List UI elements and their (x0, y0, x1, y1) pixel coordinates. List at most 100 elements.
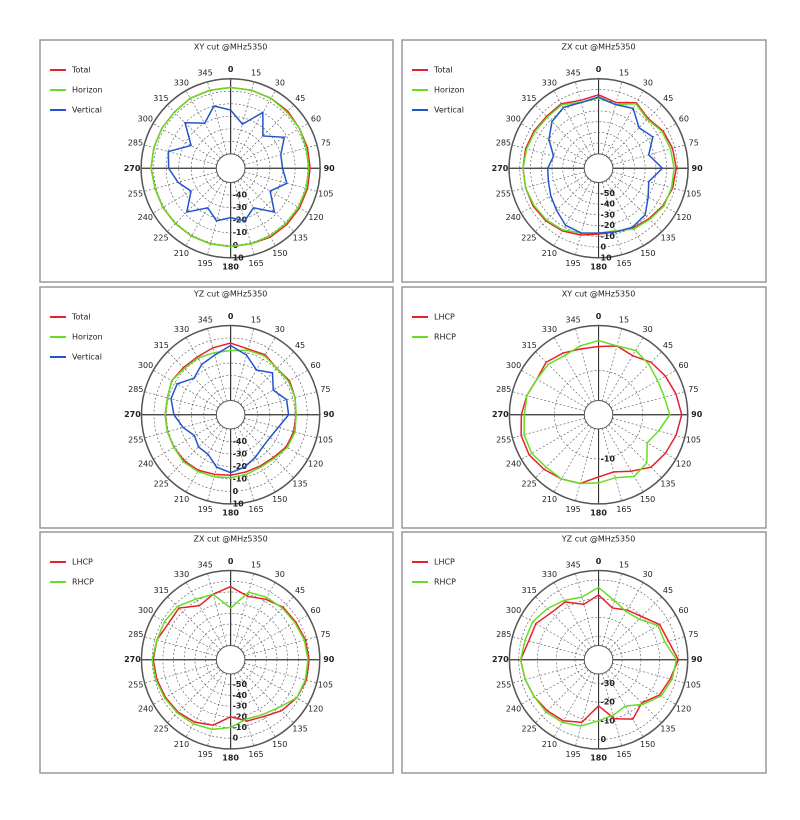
angle-label: 225 (153, 233, 168, 242)
angle-label: 135 (292, 725, 307, 734)
spoke (610, 175, 677, 214)
angle-label: 315 (522, 586, 537, 595)
inner-ring (583, 644, 614, 675)
angle-label: 90 (691, 410, 703, 419)
r-tick-label: -10 (601, 454, 616, 463)
angle-label: 15 (251, 315, 261, 324)
spoke (167, 669, 221, 723)
angle-label: 15 (619, 315, 629, 324)
angle-label: 315 (154, 586, 169, 595)
chart-panel: XY cut @MHz5350 0 15 30 45 60 75 90 105 120 135 150… (401, 286, 767, 529)
r-tick-label: -50 (233, 680, 248, 689)
outer-ring (140, 324, 321, 505)
angle-label: 225 (154, 480, 169, 489)
grid-ring (508, 78, 689, 259)
spoke (553, 337, 592, 403)
spoke (553, 671, 592, 738)
angle-label: 120 (308, 213, 323, 222)
spoke (521, 421, 587, 460)
angle-label: 300 (138, 606, 153, 615)
chart-title: XY cut @MHz5350 (562, 290, 636, 299)
series-line (519, 593, 680, 724)
angle-label: 60 (678, 361, 688, 370)
spoke (610, 421, 676, 460)
r-tick-label: -20 (233, 462, 248, 471)
angle-label: 90 (691, 655, 703, 664)
grid-ring (203, 387, 258, 442)
angle-label: 240 (138, 213, 153, 222)
angle-label: 45 (295, 94, 305, 103)
r-tick-label: -40 (233, 437, 248, 446)
angle-label: 330 (174, 570, 189, 579)
angle-label: 75 (689, 138, 699, 147)
angle-label: 150 (640, 249, 655, 258)
spoke (608, 424, 662, 478)
series-line (150, 86, 310, 248)
angle-label: 300 (138, 361, 153, 370)
r-tick-label: -20 (233, 712, 248, 721)
grid-ring (530, 99, 667, 237)
angle-label: 315 (522, 341, 537, 350)
angle-label: 105 (318, 189, 333, 198)
angle-label: 240 (506, 213, 521, 222)
grid-ring (551, 121, 646, 216)
angle-label: 135 (660, 725, 675, 734)
spoke (207, 81, 228, 155)
r-tick-label: -40 (601, 200, 616, 209)
legend-label: RHCP (434, 333, 456, 342)
angle-label: 345 (566, 315, 581, 324)
angle-label: 195 (566, 750, 581, 759)
angle-label: 30 (643, 325, 653, 334)
angle-label: 105 (686, 436, 701, 445)
spoke (535, 351, 589, 405)
legend-label: Vertical (72, 106, 102, 115)
inner-ring (215, 644, 246, 675)
angle-label: 180 (222, 753, 239, 762)
grid-ring (140, 78, 321, 259)
spoke (605, 337, 644, 403)
spoke (153, 666, 219, 705)
series-line (170, 344, 290, 474)
spoke (234, 428, 254, 501)
angle-label: 345 (198, 560, 213, 569)
series-line (167, 105, 288, 222)
angle-label: 270 (124, 164, 141, 173)
angle-label: 75 (320, 385, 330, 394)
outer-ring (508, 569, 689, 750)
angle-label: 90 (323, 655, 335, 664)
inner-ring (215, 153, 246, 184)
angle-label: 120 (676, 213, 691, 222)
spoke (601, 428, 622, 501)
spoke (520, 123, 587, 162)
angle-label: 15 (619, 69, 629, 78)
angle-label: 255 (496, 436, 511, 445)
inner-ring (583, 153, 614, 184)
angle-label: 45 (663, 341, 673, 350)
legend-label: Total (71, 66, 91, 75)
angle-label: 255 (496, 189, 511, 198)
spoke (521, 666, 587, 705)
grid-ring (537, 598, 660, 722)
angle-label: 135 (660, 480, 675, 489)
legend-label: Horizon (434, 86, 465, 95)
chart-title: YZ cut @MHz5350 (561, 535, 636, 544)
angle-label: 90 (324, 164, 336, 173)
angle-label: 345 (198, 315, 213, 324)
angle-label: 60 (679, 114, 689, 123)
angle-label: 285 (496, 385, 511, 394)
grid-ring (165, 103, 296, 234)
angle-label: 30 (643, 78, 653, 87)
legend-label: Vertical (434, 106, 464, 115)
angle-label: 225 (522, 480, 537, 489)
spoke (185, 671, 224, 738)
angle-label: 225 (154, 725, 169, 734)
grid-ring (183, 613, 278, 707)
spoke (237, 180, 276, 246)
angle-label: 315 (153, 94, 168, 103)
angle-label: 0 (228, 557, 234, 566)
r-tick-label: -30 (601, 210, 616, 219)
angle-label: 75 (688, 385, 698, 394)
r-tick-label: -30 (601, 679, 616, 688)
chart-title: ZX cut @MHz5350 (561, 43, 635, 52)
